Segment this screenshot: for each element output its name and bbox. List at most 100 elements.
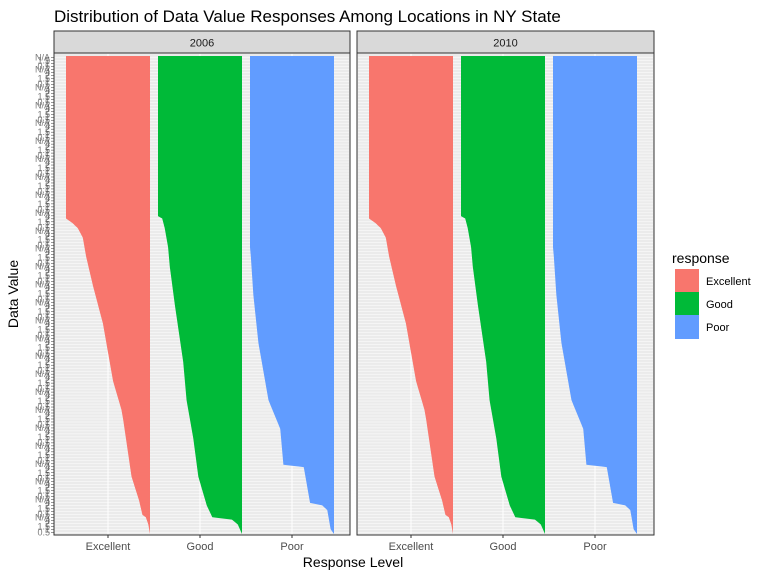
panel-bars-2010: [369, 56, 637, 534]
y-tick-label: 1.5: [37, 342, 50, 352]
y-tick-label: 2: [45, 88, 50, 98]
y-tick-label: 1: [45, 76, 50, 86]
y-tick-label: 4: [45, 372, 50, 382]
y-tick-label: 2: [45, 303, 50, 313]
legend-label-good: Good: [706, 299, 733, 311]
y-tick-label: 1: [45, 327, 50, 337]
y-tick-label: 1.5: [37, 109, 50, 119]
y-tick-label: 1: [45, 399, 50, 409]
y-tick-label: 0.5: [37, 366, 50, 376]
y-tick-label: 1: [45, 507, 50, 517]
legend: response Excellent Good Poor: [672, 250, 751, 339]
y-tick-label: N/A: [35, 441, 50, 451]
y-tick-label: 4: [45, 336, 50, 346]
y-tick-label: 2: [45, 465, 50, 475]
legend-title: response: [672, 250, 730, 266]
y-tick-label: 2: [45, 196, 50, 206]
y-tick-label: 4: [45, 157, 50, 167]
legend-label-poor: Poor: [706, 322, 730, 334]
y-tick-label: 0.5: [37, 79, 50, 89]
y-tick-label: 2: [45, 250, 50, 260]
y-tick-label: N/A: [35, 82, 50, 92]
y-tick-label: 0.5: [37, 330, 50, 340]
y-tick-label: N/A: [35, 513, 50, 523]
y-tick-label: 2: [45, 70, 50, 80]
x-tick-label-poor: Poor: [280, 541, 304, 553]
y-tick-label: 1.5: [37, 217, 50, 227]
panel-bars-2006: [66, 56, 334, 534]
y-tick-label: N/A: [35, 262, 50, 272]
y-tick-label: 1.5: [37, 468, 50, 478]
y-tick-label: 4: [45, 462, 50, 472]
facet-strip-label-2006: 2006: [190, 38, 214, 50]
y-axis: 0.511.524N/A0.511.524N/A0.511.524N/A0.51…: [35, 52, 54, 538]
y-tick-label: 2: [45, 501, 50, 511]
y-tick-label: 1.5: [37, 522, 50, 532]
y-tick-label: 1.5: [37, 145, 50, 155]
y-tick-label: 1.5: [37, 163, 50, 173]
y-tick-label: 0.5: [37, 492, 50, 502]
y-tick-label: 0.5: [37, 312, 50, 322]
y-tick-label: N/A: [35, 477, 50, 487]
y-tick-label: 2: [45, 286, 50, 296]
y-tick-label: N/A: [35, 315, 50, 325]
y-tick-label: 1: [45, 435, 50, 445]
y-tick-label: 0.5: [37, 133, 50, 143]
y-tick-label: N/A: [35, 154, 50, 164]
facet-2006: 2006: [53, 30, 351, 536]
y-tick-label: 1.5: [37, 199, 50, 209]
y-tick-label: 2: [45, 232, 50, 242]
y-tick-label: 0.5: [37, 384, 50, 394]
y-tick-label: N/A: [35, 64, 50, 74]
y-tick-label: 1.5: [37, 432, 50, 442]
y-tick-label: N/A: [35, 244, 50, 254]
y-tick-label: 2: [45, 214, 50, 224]
y-tick-label: 0.5: [37, 151, 50, 161]
chart-title: Distribution of Data Value Responses Amo…: [54, 7, 561, 26]
bar-group-good-2006: [158, 56, 242, 534]
y-tick-label: 2: [45, 519, 50, 529]
y-tick-label: 1.5: [37, 396, 50, 406]
y-tick-label: 2: [45, 268, 50, 278]
x-tick-label-excellent: Excellent: [389, 541, 434, 553]
x-tick-label-good: Good: [187, 541, 214, 553]
y-tick-label: N/A: [35, 136, 50, 146]
y-tick-label: 2: [45, 142, 50, 152]
x-axis: Excellent Good Poor Excellent Good Poor: [86, 535, 607, 553]
y-tick-label: N/A: [35, 387, 50, 397]
y-tick-label: 1.5: [37, 450, 50, 460]
y-tick-label: 1.5: [37, 55, 50, 65]
y-tick-label: 1: [45, 274, 50, 284]
facet-strip-label-2010: 2010: [493, 38, 517, 50]
y-tick-label: 1.5: [37, 486, 50, 496]
y-tick-label: 0.5: [37, 223, 50, 233]
y-tick-label: 1.5: [37, 91, 50, 101]
y-tick-label: 2: [45, 429, 50, 439]
y-tick-label: 1: [45, 471, 50, 481]
y-tick-label: 4: [45, 498, 50, 508]
y-tick-label: 1: [45, 381, 50, 391]
y-tick-label: 4: [45, 85, 50, 95]
y-tick-label: 1.5: [37, 306, 50, 316]
y-tick-label: N/A: [35, 459, 50, 469]
y-tick-label: 1: [45, 291, 50, 301]
y-tick-label: 4: [45, 444, 50, 454]
y-tick-label: 1: [45, 417, 50, 427]
y-tick-label: N/A: [35, 495, 50, 505]
y-tick-label: N/A: [35, 333, 50, 343]
legend-label-excellent: Excellent: [706, 276, 751, 288]
y-tick-label: N/A: [35, 118, 50, 128]
y-tick-label: N/A: [35, 226, 50, 236]
x-tick-label-good: Good: [490, 541, 517, 553]
y-tick-label: 0.5: [37, 528, 50, 538]
y-tick-label: 4: [45, 318, 50, 328]
y-tick-label: 1: [45, 453, 50, 463]
y-tick-label: 1: [45, 58, 50, 68]
y-tick-label: 0.5: [37, 115, 50, 125]
y-tick-label: 2: [45, 393, 50, 403]
y-tick-label: 1: [45, 130, 50, 140]
y-tick-label: 2: [45, 357, 50, 367]
y-tick-label: N/A: [35, 172, 50, 182]
y-tick-label: 0.5: [37, 348, 50, 358]
y-tick-label: 0.5: [37, 438, 50, 448]
